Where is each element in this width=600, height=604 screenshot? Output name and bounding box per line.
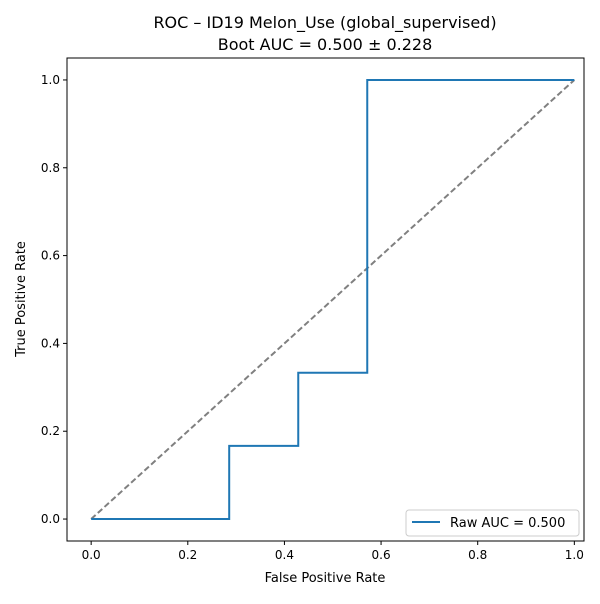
y-tick-label: 0.2 xyxy=(41,424,60,438)
roc-curve xyxy=(91,78,575,521)
y-tick-label: 1.0 xyxy=(41,73,60,87)
x-axis-ticks: 0.0 0.2 0.4 0.6 0.8 1.0 xyxy=(82,541,584,562)
legend: Raw AUC = 0.500 xyxy=(405,509,580,537)
chart-title: ROC – ID19 Melon_Use (global_supervised) xyxy=(153,13,496,33)
y-axis-label: True Positive Rate xyxy=(14,241,29,358)
legend-box xyxy=(405,509,580,537)
legend-label: Raw AUC = 0.500 xyxy=(450,516,565,531)
x-tick-label: 0.0 xyxy=(82,548,101,562)
x-axis-label: False Positive Rate xyxy=(265,571,386,586)
x-tick-label: 0.8 xyxy=(468,548,487,562)
y-tick-label: 0.8 xyxy=(41,161,60,175)
x-tick-label: 0.4 xyxy=(275,548,294,562)
x-tick-label: 1.0 xyxy=(565,548,584,562)
chart-subtitle: Boot AUC = 0.500 ± 0.228 xyxy=(218,35,433,54)
y-tick-label: 0.4 xyxy=(41,336,60,350)
chance-diagonal-line xyxy=(90,79,576,520)
y-tick-label: 0.6 xyxy=(41,249,60,263)
x-tick-label: 0.2 xyxy=(178,548,197,562)
y-axis-ticks: 0.0 0.2 0.4 0.6 0.8 1.0 xyxy=(41,73,67,526)
x-tick-label: 0.6 xyxy=(372,548,391,562)
plot-content xyxy=(90,78,576,521)
plot-frame xyxy=(66,57,585,542)
y-tick-label: 0.0 xyxy=(41,512,60,526)
